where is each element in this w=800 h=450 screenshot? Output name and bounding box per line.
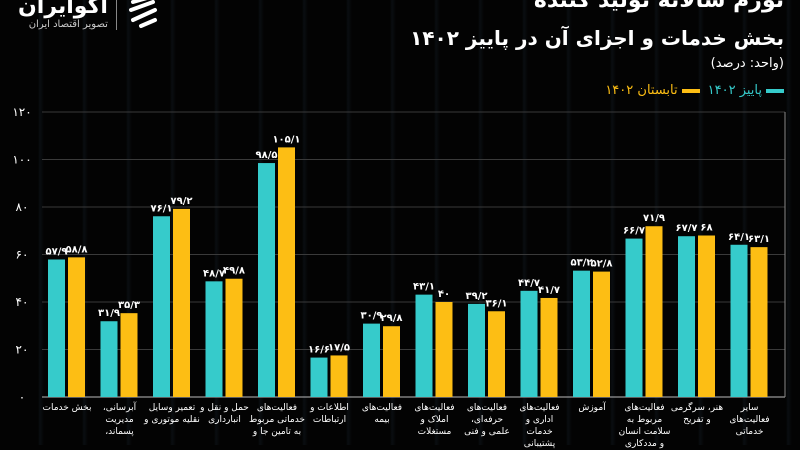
bar-summer: [225, 278, 243, 397]
logo-mark-icon: [115, 0, 157, 30]
data-label-summer: ۶۸: [700, 223, 712, 234]
data-label-summer: ۲۹/۸: [381, 313, 403, 324]
x-category-label: آموزش: [578, 403, 606, 413]
logo-tagline: تصویر اقتصاد ایران: [28, 19, 108, 30]
bar-summer: [330, 355, 348, 397]
bar-summer: [645, 226, 663, 397]
data-label-autumn: ۹۸/۵: [256, 150, 278, 161]
legend-label-autumn: پاییز ۱۴۰۲: [707, 83, 762, 98]
bar-summer: [698, 235, 715, 397]
data-label-autumn: ۱۶/۶: [308, 345, 330, 356]
data-label-summer: ۷۹/۲: [171, 196, 193, 207]
data-label-autumn: ۵۷/۹: [46, 246, 68, 257]
legend-swatch-autumn: [766, 88, 784, 93]
data-label-autumn: ۷۶/۱: [151, 203, 173, 214]
bar-autumn: [730, 244, 748, 397]
bar-summer: [383, 326, 400, 397]
y-tick-label: ۱۲۰: [12, 105, 31, 119]
bar-autumn: [415, 294, 433, 397]
bar-summer: [750, 247, 768, 397]
data-label-autumn: ۳۰/۹: [361, 311, 383, 322]
data-label-summer: ۵۲/۸: [591, 259, 613, 270]
data-label-summer: ۴۰: [438, 289, 450, 300]
bar-autumn: [48, 259, 65, 397]
x-category-label: فعالیت‌های بیمه: [361, 403, 403, 425]
data-label-autumn: ۶۴/۱: [728, 232, 750, 243]
data-label-autumn: ۶۶/۷: [623, 226, 645, 237]
bar-summer: [278, 147, 295, 397]
data-label-summer: ۴۹/۸: [223, 266, 245, 277]
x-category-label: فعالیت‌های اداری و خدمات پشتیبانی: [519, 403, 560, 449]
y-tick-label: ۶۰: [16, 248, 29, 262]
x-category-label: بخش خدمات: [42, 403, 92, 413]
x-category-label: فعالیت‌های املاک و مستغلات: [414, 403, 455, 437]
x-category-label: تعمیر وسایل نقلیه موتوری و: [144, 403, 200, 425]
bar-autumn: [205, 281, 223, 397]
x-category-label: اطلاعات و ارتباطات: [310, 403, 349, 425]
data-label-summer: ۶۳/۱: [748, 234, 770, 245]
data-label-summer: ۳۶/۱: [486, 298, 508, 309]
x-category-label: آبرسانی، مدیریت پسماند،: [102, 403, 137, 437]
data-label-autumn: ۴۸/۷: [203, 268, 225, 279]
legend-swatch-summer: [681, 88, 700, 93]
y-tick-label: ۴۰: [16, 295, 29, 309]
data-label-autumn: ۶۷/۷: [676, 223, 698, 234]
bar-autumn: [678, 236, 695, 397]
y-tick-label: ۱۰۰: [12, 153, 31, 167]
y-tick-label: ۲۰: [16, 343, 29, 357]
bar-autumn: [573, 270, 590, 397]
x-category-label: فعالیت‌های خدماتی مربوط به تامین جا و: [249, 403, 305, 437]
data-label-autumn: ۵۳/۲: [571, 258, 593, 269]
logo: اکوایران تصویر اقتصاد ایران: [18, 0, 161, 30]
legend-label-summer: تابستان ۱۴۰۲: [605, 83, 678, 98]
data-label-summer: ۱۰۵/۱: [272, 134, 300, 145]
legend-item-summer: تابستان ۱۴۰۲: [605, 83, 700, 98]
bar-autumn: [258, 163, 275, 397]
bar-summer: [68, 257, 85, 397]
bar-summer: [488, 311, 505, 397]
data-label-autumn: ۳۹/۲: [466, 291, 488, 302]
data-label-autumn: ۴۴/۷: [518, 278, 540, 289]
y-tick-label: ۰: [19, 390, 25, 404]
x-category-label: حمل و نقل و انبارداری: [200, 403, 249, 425]
bar-autumn: [363, 323, 380, 397]
unit-label: (واحد: درصد): [710, 56, 784, 71]
legend-item-autumn: پاییز ۱۴۰۲: [708, 83, 784, 98]
chart-title-line1: تورم سالانه تولید کننده: [533, 0, 784, 13]
logo-name: اکوایران: [18, 0, 108, 19]
y-tick-label: ۸۰: [16, 200, 29, 214]
data-label-autumn: ۳۱/۹: [98, 308, 120, 319]
legend: پاییز ۱۴۰۲ تابستان ۱۴۰۲: [605, 83, 784, 98]
bar-summer: [173, 208, 190, 397]
data-label-summer: ۳۵/۳: [118, 300, 140, 311]
chart-title-line2: بخش خدمات و اجزای آن در پاییز ۱۴۰۲: [410, 26, 784, 50]
bar-summer: [593, 271, 610, 397]
bar-autumn: [153, 216, 170, 397]
data-label-summer: ۴۱/۷: [538, 285, 560, 296]
x-category-label: سایر فعالیت‌های خدماتی: [729, 403, 770, 437]
x-category-label: هنر، سرگرمی و تفریح: [670, 403, 724, 425]
x-category-label: فعالیت‌های مربوط به سلامت انسان و مددکار…: [618, 403, 671, 449]
bar-autumn: [625, 238, 643, 397]
bar-summer: [120, 313, 138, 397]
data-label-summer: ۷۱/۹: [643, 213, 665, 224]
data-label-summer: ۵۸/۸: [66, 244, 88, 255]
data-label-summer: ۱۷/۵: [328, 342, 350, 353]
bar-autumn: [468, 303, 485, 397]
bar-autumn: [520, 290, 538, 397]
bar-autumn: [310, 357, 328, 397]
bar-summer: [435, 302, 453, 397]
bar-summer: [540, 297, 558, 397]
bar-autumn: [100, 321, 118, 397]
data-label-autumn: ۴۳/۱: [413, 282, 435, 293]
x-category-label: فعالیت‌های حرفه‌ای، علمی و فنی: [464, 403, 510, 437]
